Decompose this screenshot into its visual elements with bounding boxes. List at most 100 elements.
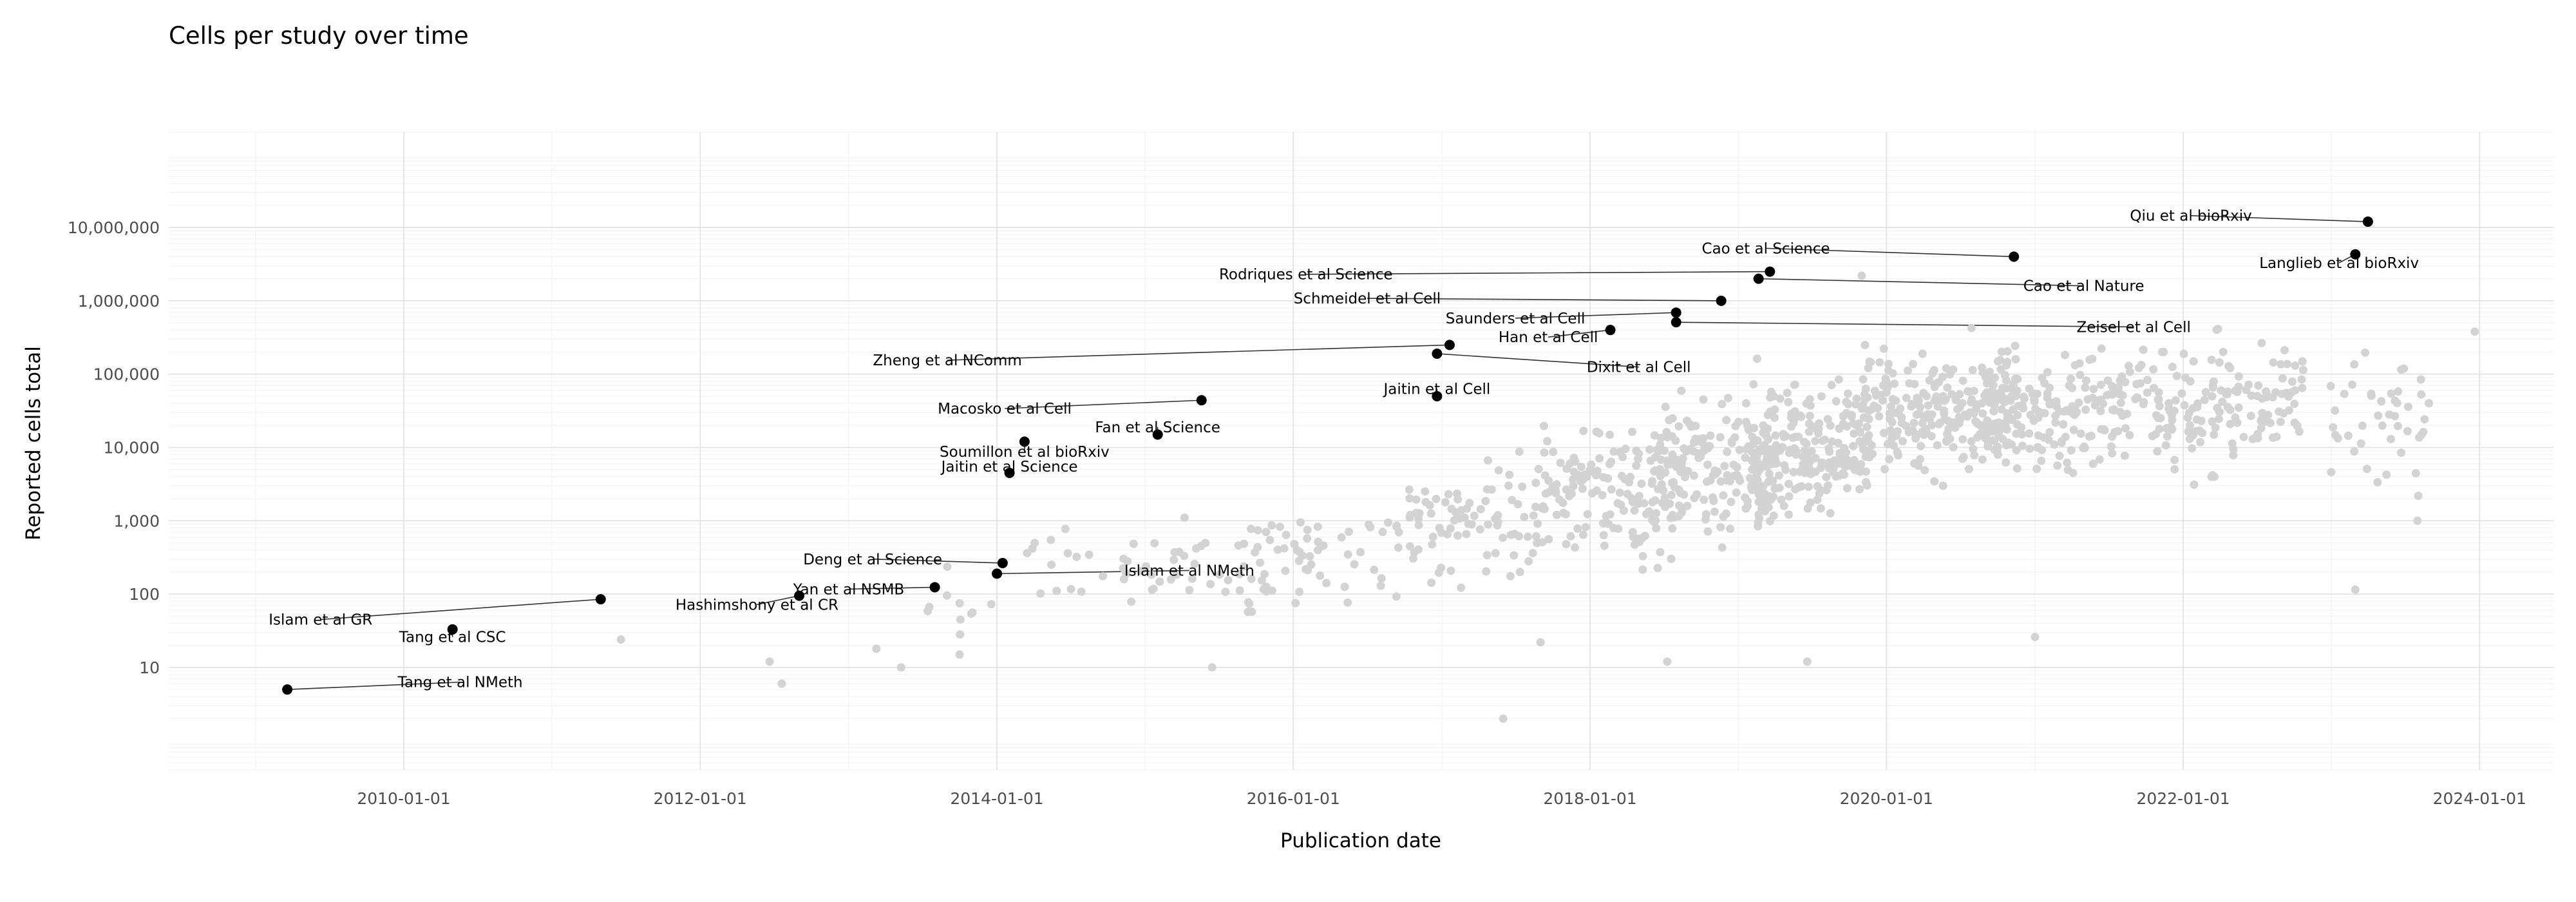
background-point: [1562, 540, 1571, 549]
background-point: [1750, 436, 1759, 445]
background-point: [2420, 415, 2429, 424]
background-point: [2350, 360, 2359, 369]
background-point: [1499, 714, 1508, 723]
background-point: [1370, 565, 1379, 574]
background-point: [1765, 492, 1774, 501]
background-point: [2032, 465, 2041, 474]
point-macosko-et-al-cell: [1196, 395, 1207, 406]
background-point: [1711, 470, 1720, 479]
background-point: [2239, 432, 2248, 441]
background-point: [2208, 383, 2217, 392]
x-tick-label: 2016-01-01: [1247, 789, 1340, 808]
background-point: [1543, 437, 1552, 446]
background-point: [2079, 443, 2088, 452]
background-point: [1747, 483, 1756, 492]
background-point: [2331, 430, 2340, 439]
background-point: [2189, 357, 2198, 366]
background-point: [1454, 495, 1463, 504]
background-point: [2095, 455, 2104, 464]
background-point: [2196, 437, 2205, 446]
leader-line-qiu-et-al-biorxiv: [2191, 215, 2368, 222]
background-point: [1653, 445, 1662, 454]
background-point: [2269, 433, 2278, 442]
background-point: [1663, 657, 1672, 666]
background-point: [2275, 407, 2284, 416]
background-point: [2032, 389, 2041, 398]
background-point: [1771, 455, 1780, 464]
background-point: [1723, 447, 1732, 456]
background-point: [1412, 495, 1421, 504]
background-point: [1722, 416, 1731, 425]
point-langlieb-et-al-biorxiv: [2350, 249, 2361, 260]
background-point: [1709, 497, 1718, 506]
background-point: [1823, 415, 1832, 424]
background-point: [1832, 397, 1841, 406]
chart-title: Cells per study over time: [169, 22, 469, 50]
background-point: [1959, 452, 1968, 461]
background-point: [2088, 354, 2097, 363]
background-point: [1534, 465, 1543, 474]
background-point: [1667, 554, 1676, 563]
background-point: [2081, 383, 2090, 392]
background-point: [1969, 445, 1978, 454]
background-point: [1414, 521, 1423, 530]
background-point: [1879, 344, 1888, 353]
background-point: [1295, 588, 1304, 597]
background-point: [1541, 489, 1550, 498]
background-point: [2139, 399, 2148, 408]
background-point: [1866, 358, 1875, 367]
background-point: [2083, 395, 2092, 404]
background-point: [1638, 565, 1647, 574]
background-point: [1864, 437, 1873, 446]
background-point: [1504, 481, 1513, 490]
background-point: [2284, 406, 2293, 415]
background-point: [2001, 420, 2010, 429]
background-point: [2226, 419, 2235, 428]
background-point: [2120, 451, 2129, 460]
background-point: [1632, 461, 1641, 470]
background-point: [1321, 579, 1331, 588]
background-point: [1303, 534, 1312, 543]
background-point: [1356, 548, 1365, 557]
background-point: [1804, 427, 1814, 436]
background-point: [2069, 468, 2078, 477]
background-point: [1421, 487, 1430, 496]
background-point: [1378, 528, 1387, 537]
background-point: [1677, 387, 1686, 396]
background-point: [2298, 357, 2307, 366]
background-point: [2229, 451, 2238, 460]
background-point: [1406, 510, 1415, 519]
background-point: [1741, 399, 1750, 408]
background-point: [2284, 392, 2293, 401]
background-point: [1435, 523, 1444, 532]
label-qiu-et-al-biorxiv: Qiu et al bioRxiv: [2130, 208, 2251, 225]
background-point: [1579, 427, 1588, 436]
background-point: [1855, 437, 1864, 446]
background-point: [1718, 543, 1727, 552]
background-point: [1623, 490, 1632, 499]
background-point: [1119, 575, 1128, 584]
background-point: [2168, 362, 2177, 371]
background-point: [2025, 429, 2034, 438]
background-point: [1834, 459, 1843, 468]
background-point: [1493, 521, 1502, 530]
background-point: [2277, 390, 2286, 399]
background-point: [1578, 530, 1587, 539]
background-point: [1886, 426, 1895, 435]
background-point: [1147, 570, 1156, 579]
background-point: [1727, 497, 1736, 506]
background-point: [1960, 410, 1969, 419]
background-point: [1446, 566, 1455, 575]
background-point: [1912, 410, 1921, 419]
background-point: [1208, 663, 1217, 672]
background-point: [1775, 483, 1784, 492]
label-macosko-et-al-cell: Macosko et al Cell: [938, 401, 1072, 417]
background-point: [1600, 541, 1609, 550]
background-point: [1343, 598, 1352, 607]
point-saunders-et-al-cell: [1671, 307, 1681, 318]
background-point: [1660, 446, 1669, 455]
point-dixit-et-al-cell: [1432, 348, 1443, 359]
x-tick-label: 2014-01-01: [950, 789, 1043, 808]
background-point: [1855, 485, 1864, 494]
background-point: [1206, 580, 1215, 589]
